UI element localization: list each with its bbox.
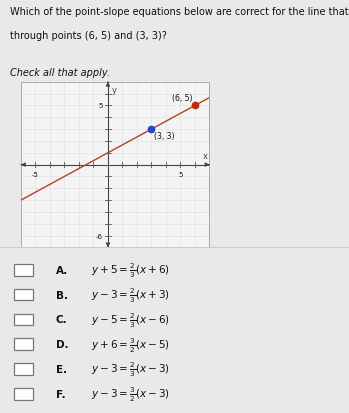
Text: 5: 5 bbox=[178, 172, 183, 178]
FancyBboxPatch shape bbox=[14, 314, 33, 325]
Text: -5: -5 bbox=[32, 172, 39, 178]
Text: Check all that apply.: Check all that apply. bbox=[10, 68, 111, 78]
Text: A.: A. bbox=[56, 265, 68, 275]
FancyBboxPatch shape bbox=[14, 388, 33, 400]
Text: E.: E. bbox=[56, 364, 67, 374]
Text: F.: F. bbox=[56, 389, 66, 399]
Text: C.: C. bbox=[56, 315, 67, 325]
Text: (3, 3): (3, 3) bbox=[154, 132, 175, 141]
Text: (6, 5): (6, 5) bbox=[171, 94, 192, 103]
FancyBboxPatch shape bbox=[14, 339, 33, 350]
Text: $y + 6 = \frac{3}{2}(x - 5)$: $y + 6 = \frac{3}{2}(x - 5)$ bbox=[91, 335, 170, 354]
Text: B.: B. bbox=[56, 290, 68, 300]
Text: 5: 5 bbox=[98, 103, 103, 109]
Text: $y - 5 = \frac{2}{3}(x - 6)$: $y - 5 = \frac{2}{3}(x - 6)$ bbox=[91, 311, 170, 329]
Text: y: y bbox=[112, 86, 117, 95]
Text: $y - 3 = \frac{2}{3}(x - 3)$: $y - 3 = \frac{2}{3}(x - 3)$ bbox=[91, 360, 170, 378]
Text: Which of the point-slope equations below are correct for the line that passes: Which of the point-slope equations below… bbox=[10, 7, 349, 17]
FancyBboxPatch shape bbox=[14, 363, 33, 375]
Text: $y - 3 = \frac{3}{2}(x - 3)$: $y - 3 = \frac{3}{2}(x - 3)$ bbox=[91, 385, 170, 403]
Text: $y - 3 = \frac{2}{3}(x + 3)$: $y - 3 = \frac{2}{3}(x + 3)$ bbox=[91, 286, 170, 304]
Text: $y + 5 = \frac{2}{3}(x + 6)$: $y + 5 = \frac{2}{3}(x + 6)$ bbox=[91, 261, 170, 279]
Text: through points (6, 5) and (3, 3)?: through points (6, 5) and (3, 3)? bbox=[10, 31, 167, 41]
FancyBboxPatch shape bbox=[14, 289, 33, 301]
Text: -6: -6 bbox=[96, 233, 103, 239]
FancyBboxPatch shape bbox=[14, 264, 33, 276]
Text: x: x bbox=[202, 152, 208, 161]
Text: D.: D. bbox=[56, 339, 68, 349]
